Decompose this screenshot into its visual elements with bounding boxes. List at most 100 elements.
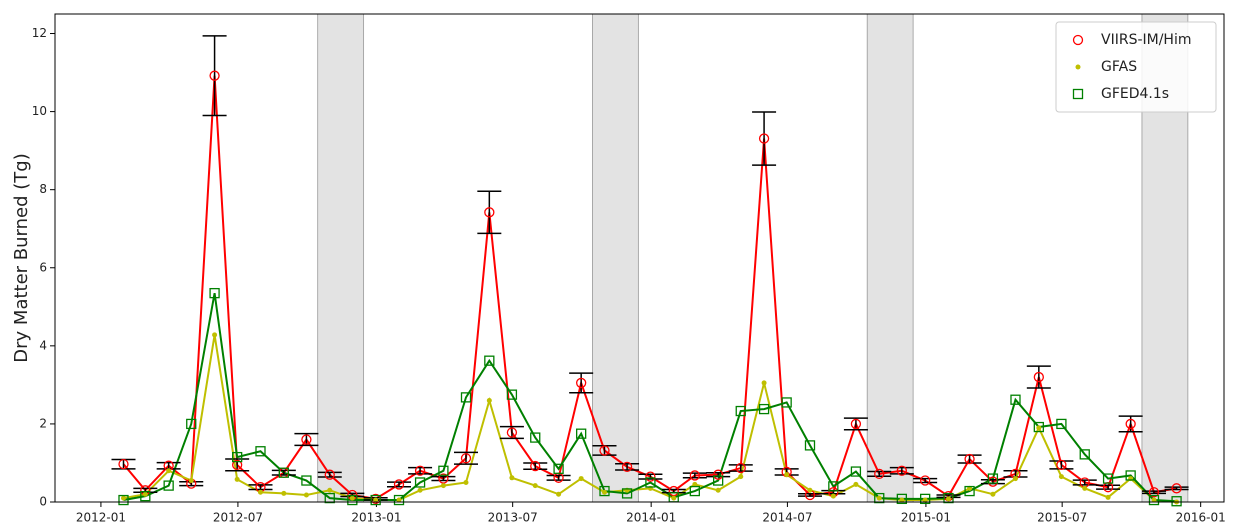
marker bbox=[530, 460, 541, 472]
marker bbox=[1010, 394, 1021, 405]
marker bbox=[1033, 371, 1044, 383]
marker bbox=[118, 458, 129, 470]
marker bbox=[324, 492, 335, 504]
error-bar bbox=[408, 466, 433, 475]
error-bar bbox=[431, 475, 456, 482]
marker bbox=[876, 495, 882, 501]
marker bbox=[349, 495, 355, 501]
marker bbox=[828, 481, 839, 492]
marker bbox=[758, 403, 770, 415]
series-line bbox=[123, 292, 1177, 503]
marker bbox=[460, 392, 472, 403]
marker bbox=[232, 451, 243, 463]
marker bbox=[807, 487, 813, 493]
marker bbox=[166, 468, 172, 474]
marker bbox=[1125, 470, 1136, 481]
marker bbox=[556, 491, 562, 497]
x-tick-label: 2012-07 bbox=[213, 511, 263, 525]
marker bbox=[830, 493, 836, 499]
y-tick-label: 4 bbox=[39, 338, 47, 352]
marker bbox=[713, 475, 724, 486]
shaded-span bbox=[592, 13, 639, 503]
marker bbox=[621, 461, 633, 473]
error-bar bbox=[867, 470, 892, 477]
legend-box bbox=[1055, 21, 1217, 113]
marker bbox=[601, 489, 607, 495]
marker bbox=[1058, 474, 1064, 480]
marker bbox=[118, 494, 129, 506]
marker bbox=[484, 207, 495, 218]
marker bbox=[713, 469, 724, 480]
marker bbox=[438, 465, 449, 476]
marker bbox=[1151, 497, 1157, 503]
marker bbox=[874, 468, 885, 480]
marker bbox=[896, 465, 907, 476]
marker bbox=[370, 494, 381, 506]
marker bbox=[234, 476, 240, 482]
marker bbox=[599, 485, 610, 497]
marker bbox=[301, 475, 312, 486]
error-bar bbox=[387, 481, 412, 488]
marker bbox=[576, 428, 587, 439]
marker bbox=[578, 476, 584, 482]
marker bbox=[758, 133, 770, 144]
plot-frame bbox=[54, 13, 1225, 503]
error-bar bbox=[1026, 365, 1051, 389]
marker bbox=[438, 473, 449, 484]
y-tick-label: 10 bbox=[32, 104, 47, 118]
error-bar bbox=[546, 474, 571, 481]
error-bar bbox=[728, 464, 753, 472]
marker bbox=[715, 487, 721, 493]
error-bar bbox=[797, 493, 822, 497]
marker bbox=[1105, 494, 1111, 500]
x-tick-label: 2013-07 bbox=[488, 511, 538, 525]
marker bbox=[1171, 483, 1182, 494]
marker bbox=[506, 389, 518, 400]
marker bbox=[853, 481, 859, 487]
marker bbox=[1102, 473, 1114, 484]
marker bbox=[920, 475, 931, 486]
error-bar bbox=[682, 472, 707, 479]
marker bbox=[1056, 418, 1067, 430]
y-tick-label: 2 bbox=[39, 416, 47, 430]
marker bbox=[738, 474, 744, 480]
marker bbox=[257, 489, 263, 495]
marker bbox=[553, 463, 564, 474]
marker bbox=[964, 453, 975, 465]
error-bar bbox=[1072, 479, 1097, 486]
error-bar bbox=[523, 462, 548, 470]
error-bar bbox=[957, 454, 982, 464]
x-tick-label: 2016-01 bbox=[1176, 511, 1226, 525]
marker bbox=[303, 492, 309, 498]
error-bar bbox=[1141, 490, 1166, 495]
marker bbox=[945, 496, 951, 502]
marker bbox=[784, 472, 790, 478]
marker bbox=[327, 487, 333, 493]
legend-label: GFED4.1s bbox=[1101, 86, 1169, 102]
error-bar bbox=[248, 484, 273, 491]
marker bbox=[209, 287, 220, 299]
x-tick-label: 2015-01 bbox=[901, 511, 951, 525]
error-bar bbox=[477, 190, 502, 235]
marker bbox=[301, 434, 312, 445]
marker bbox=[393, 479, 405, 490]
marker bbox=[188, 478, 194, 484]
marker bbox=[278, 467, 289, 478]
y-axis-label: Dry Matter Burned (Tg) bbox=[11, 153, 32, 362]
marker bbox=[645, 477, 656, 488]
marker bbox=[414, 477, 426, 488]
marker bbox=[645, 471, 656, 482]
x-tick-label: 2014-07 bbox=[762, 511, 812, 525]
legend: VIIRS-IM/Him GFAS GFED4.1s bbox=[1055, 21, 1217, 113]
error-bar bbox=[271, 469, 296, 476]
marker bbox=[414, 465, 426, 476]
marker bbox=[486, 397, 492, 403]
marker bbox=[761, 380, 767, 386]
marker bbox=[1056, 459, 1067, 471]
marker bbox=[689, 470, 700, 481]
marker bbox=[142, 491, 148, 497]
marker bbox=[396, 497, 402, 503]
marker bbox=[506, 427, 518, 438]
error-bar bbox=[569, 372, 594, 394]
